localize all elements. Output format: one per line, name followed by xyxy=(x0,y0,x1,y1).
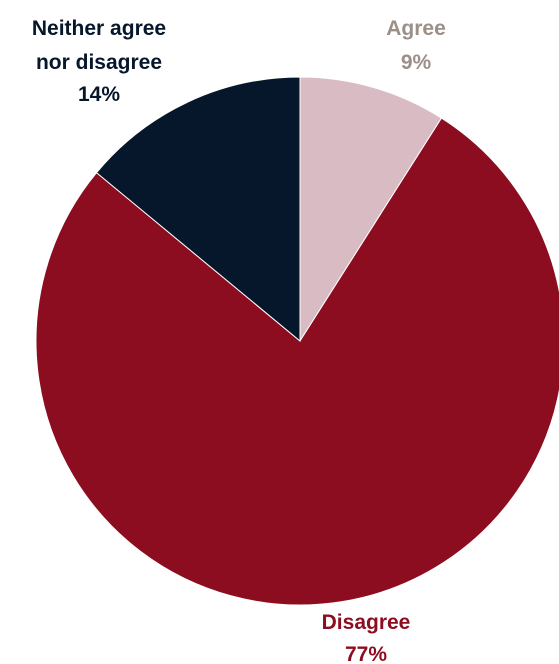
pie-label-agree: Agree xyxy=(386,17,446,40)
pie-value-label-neither-agree-nor-disagree: 14% xyxy=(78,83,120,106)
pie-slice-disagree xyxy=(35,117,559,606)
pie-value-label-disagree: 77% xyxy=(345,643,387,664)
pie-slice-neither-agree-nor-disagree xyxy=(95,76,301,343)
pie-slices xyxy=(35,76,559,606)
pie-label-neither-agree-nor-disagree-line-2: nor disagree xyxy=(36,51,162,74)
pie-label-disagree: Disagree xyxy=(322,611,411,634)
pie-slice-agree xyxy=(299,76,443,343)
pie-value-label-agree: 9% xyxy=(401,51,432,74)
pie-labels: Agree 9% Disagree 77% Neither agree nor disag… xyxy=(32,17,446,664)
pie-label-neither-agree-nor-disagree-line-1: Neither agree xyxy=(32,17,166,40)
